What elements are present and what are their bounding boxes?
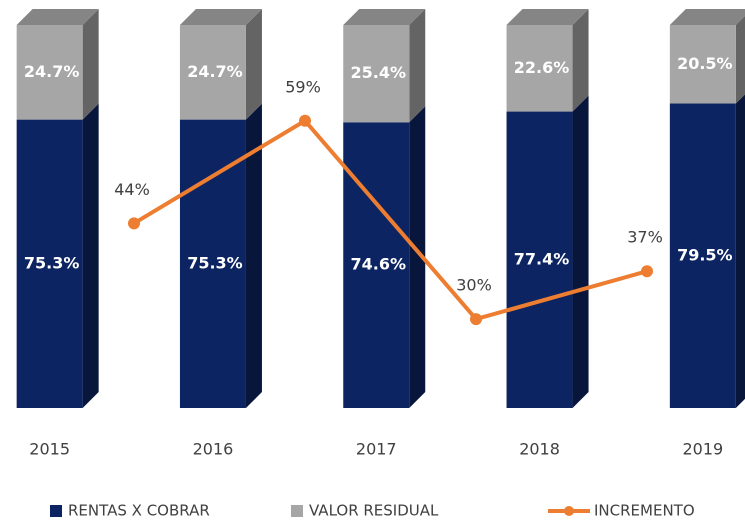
- bar: [506, 111, 573, 409]
- legend-marker: [564, 506, 574, 516]
- legend-label: INCREMENTO: [594, 502, 695, 520]
- bar-top: [343, 9, 426, 25]
- legend-swatch: [50, 505, 62, 517]
- bar: [16, 25, 83, 120]
- bar-value-label: 75.3%: [187, 253, 243, 272]
- bar: [506, 25, 573, 112]
- bar-side: [245, 9, 262, 120]
- bar-top: [669, 9, 745, 25]
- bar-side: [409, 106, 426, 409]
- bar-value-label: 75.3%: [24, 253, 80, 272]
- bar: [16, 119, 83, 408]
- bar-value-label: 25.4%: [350, 63, 406, 82]
- line-point: [641, 265, 653, 278]
- bar-side: [82, 103, 99, 408]
- line-value-label: 44%: [114, 180, 150, 199]
- legend-label: RENTAS X COBRAR: [68, 502, 210, 520]
- bar-value-label: 77.4%: [514, 249, 570, 268]
- bar-top: [179, 9, 262, 25]
- line-point: [299, 114, 311, 127]
- x-tick-label: 2019: [682, 440, 723, 459]
- line-point: [128, 217, 140, 230]
- line: [132, 118, 648, 322]
- bar: [179, 25, 246, 120]
- x-tick-label: 2015: [29, 440, 70, 459]
- bar-value-label: 20.5%: [677, 54, 733, 73]
- bar-side: [245, 103, 262, 408]
- bar-side: [82, 9, 99, 120]
- bar-value-label: 24.7%: [187, 62, 243, 81]
- bar: [343, 122, 410, 409]
- bar-side: [735, 94, 745, 408]
- x-tick-label: 2016: [193, 440, 234, 459]
- bar: [669, 25, 736, 104]
- bar-value-label: 24.7%: [24, 62, 80, 81]
- bar-value-label: 79.5%: [677, 245, 733, 264]
- bar-side: [735, 15, 745, 104]
- x-tick-label: 2018: [519, 440, 560, 459]
- x-tick-label: 2017: [356, 440, 397, 459]
- bar-value-label: 22.6%: [514, 58, 570, 77]
- bar-side: [572, 9, 589, 112]
- bar: [669, 103, 736, 408]
- legend-label: VALOR RESIDUAL: [309, 502, 439, 520]
- line-value-label: 30%: [456, 276, 492, 295]
- bar-value-label: 74.6%: [350, 255, 406, 274]
- line-value-label: 37%: [627, 228, 663, 247]
- bar-top: [506, 9, 589, 25]
- legend-swatch: [291, 505, 303, 517]
- bar: [343, 25, 410, 123]
- line-point: [470, 313, 482, 326]
- bar: [179, 119, 246, 408]
- bar-top: [16, 9, 99, 25]
- line-value-label: 59%: [285, 77, 321, 96]
- bar-side: [572, 95, 589, 409]
- bar-side: [409, 9, 426, 123]
